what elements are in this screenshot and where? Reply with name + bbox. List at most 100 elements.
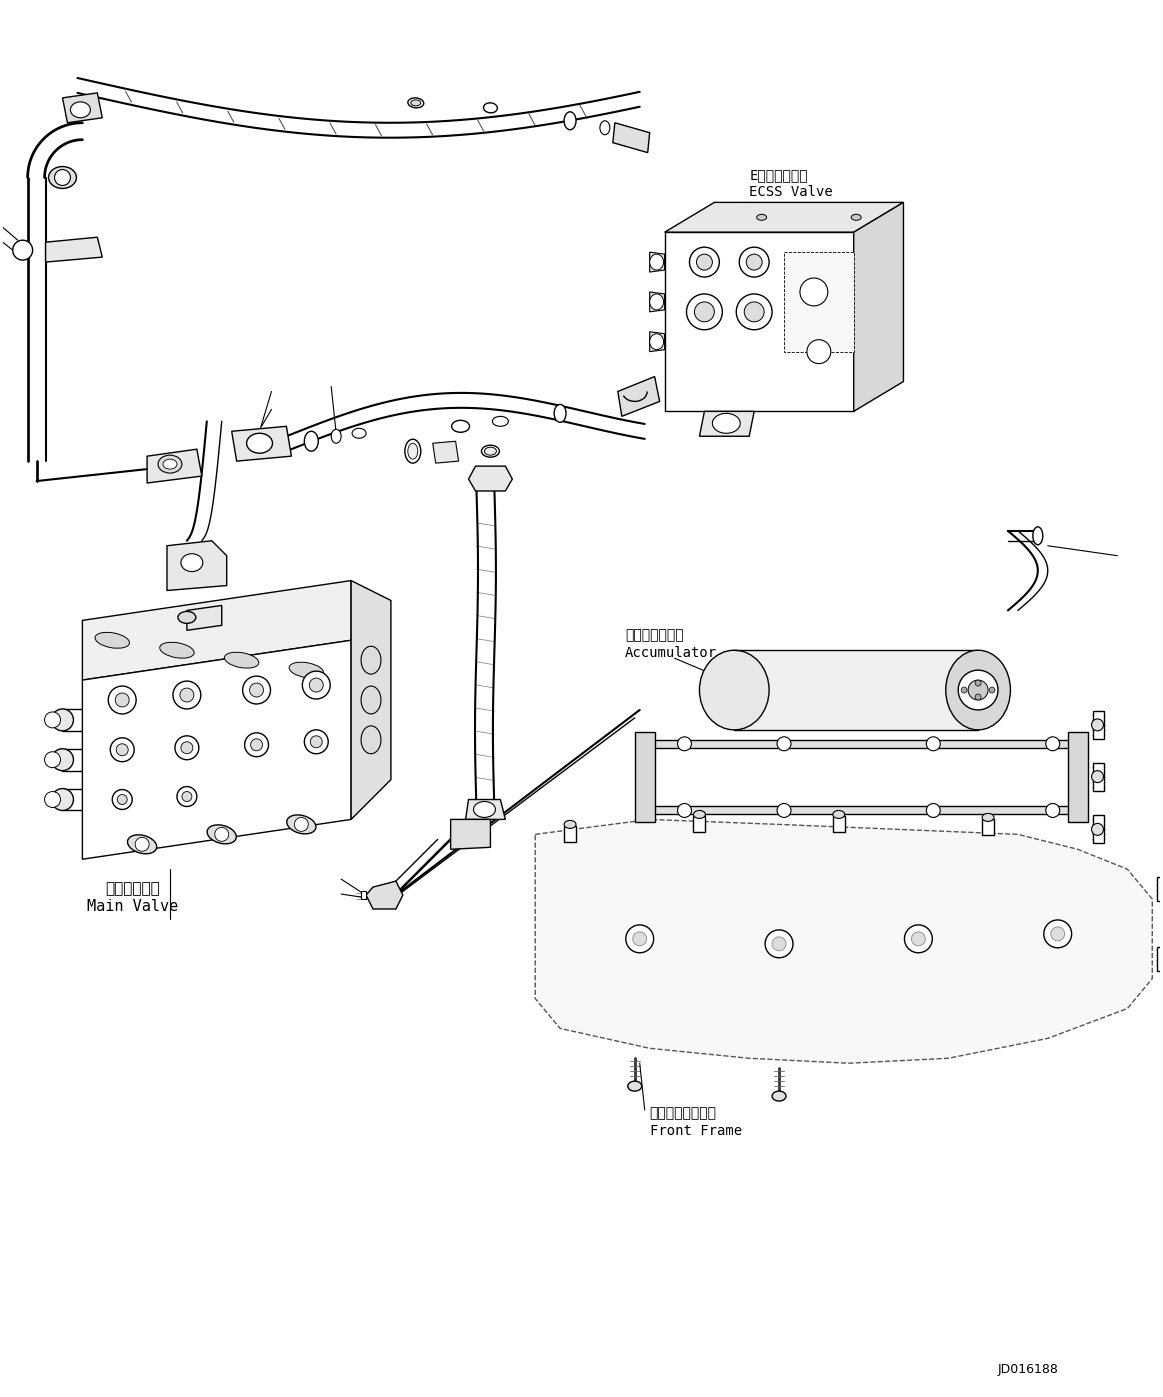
Polygon shape — [635, 732, 655, 823]
Ellipse shape — [757, 214, 766, 221]
Ellipse shape — [600, 120, 609, 134]
Polygon shape — [83, 640, 351, 859]
Circle shape — [44, 752, 60, 768]
Ellipse shape — [290, 662, 323, 678]
Ellipse shape — [650, 254, 664, 270]
Polygon shape — [650, 251, 664, 272]
Polygon shape — [535, 820, 1153, 1063]
Circle shape — [305, 729, 328, 754]
Ellipse shape — [411, 99, 421, 106]
Bar — [1092, 763, 1105, 791]
Circle shape — [113, 789, 133, 809]
Circle shape — [177, 787, 197, 806]
Circle shape — [173, 682, 201, 708]
Circle shape — [678, 736, 692, 750]
Circle shape — [678, 803, 692, 817]
Ellipse shape — [628, 1081, 642, 1091]
Circle shape — [302, 671, 330, 698]
Circle shape — [135, 837, 149, 851]
Polygon shape — [351, 581, 391, 820]
Ellipse shape — [564, 820, 576, 828]
Text: EＣＳＳバルブ: EＣＳＳバルブ — [749, 169, 808, 183]
Ellipse shape — [331, 429, 341, 443]
Ellipse shape — [1092, 771, 1104, 782]
Circle shape — [975, 680, 982, 686]
Ellipse shape — [51, 749, 73, 771]
Circle shape — [174, 736, 199, 760]
Ellipse shape — [178, 612, 195, 623]
Circle shape — [181, 742, 193, 754]
Ellipse shape — [484, 103, 498, 113]
Text: ECSS Valve: ECSS Valve — [749, 186, 833, 200]
Circle shape — [927, 736, 940, 750]
Circle shape — [115, 693, 129, 707]
Ellipse shape — [49, 166, 77, 189]
Ellipse shape — [51, 788, 73, 810]
Ellipse shape — [650, 334, 664, 349]
Circle shape — [744, 302, 764, 321]
Text: JD016188: JD016188 — [998, 1363, 1058, 1376]
Circle shape — [777, 803, 791, 817]
Circle shape — [968, 680, 989, 700]
Circle shape — [626, 925, 654, 953]
Polygon shape — [167, 541, 227, 591]
Ellipse shape — [1033, 527, 1043, 545]
Polygon shape — [664, 203, 904, 232]
Polygon shape — [1068, 732, 1087, 823]
Circle shape — [1043, 921, 1071, 947]
Text: Front Frame: Front Frame — [650, 1125, 742, 1139]
Circle shape — [294, 817, 308, 831]
Polygon shape — [650, 292, 664, 312]
Polygon shape — [613, 123, 650, 152]
Circle shape — [117, 795, 127, 805]
Ellipse shape — [1092, 823, 1104, 835]
Ellipse shape — [128, 835, 157, 854]
Circle shape — [690, 247, 720, 277]
Circle shape — [747, 254, 762, 270]
Circle shape — [975, 694, 982, 700]
Circle shape — [927, 803, 940, 817]
Ellipse shape — [693, 810, 706, 819]
Polygon shape — [618, 377, 659, 416]
Ellipse shape — [361, 647, 381, 675]
Bar — [1157, 877, 1163, 901]
Circle shape — [697, 254, 713, 270]
Ellipse shape — [982, 813, 994, 821]
Bar — [734, 650, 978, 729]
Ellipse shape — [305, 432, 319, 451]
Circle shape — [243, 676, 271, 704]
Circle shape — [989, 687, 996, 693]
Ellipse shape — [451, 420, 470, 432]
Circle shape — [958, 671, 998, 710]
Polygon shape — [231, 426, 292, 461]
Ellipse shape — [1092, 719, 1104, 731]
Ellipse shape — [481, 446, 499, 457]
Ellipse shape — [485, 447, 497, 455]
Text: Main Valve: Main Valve — [86, 900, 178, 915]
Polygon shape — [664, 232, 854, 411]
Ellipse shape — [247, 433, 272, 453]
Bar — [693, 816, 706, 833]
Ellipse shape — [772, 1091, 786, 1101]
Ellipse shape — [713, 414, 740, 433]
Circle shape — [244, 733, 269, 757]
Circle shape — [800, 278, 828, 306]
Ellipse shape — [51, 708, 73, 731]
Circle shape — [905, 925, 933, 953]
Ellipse shape — [224, 652, 259, 668]
Bar — [982, 820, 994, 835]
Ellipse shape — [833, 810, 844, 819]
Polygon shape — [450, 820, 491, 849]
Circle shape — [44, 792, 60, 807]
Circle shape — [1050, 926, 1064, 940]
Circle shape — [1046, 803, 1059, 817]
Circle shape — [772, 937, 786, 951]
Ellipse shape — [473, 802, 495, 817]
Ellipse shape — [352, 429, 366, 439]
Ellipse shape — [95, 633, 129, 648]
Ellipse shape — [71, 102, 91, 117]
Circle shape — [633, 932, 647, 946]
Circle shape — [110, 738, 134, 761]
Ellipse shape — [181, 553, 202, 571]
Circle shape — [1046, 736, 1059, 750]
